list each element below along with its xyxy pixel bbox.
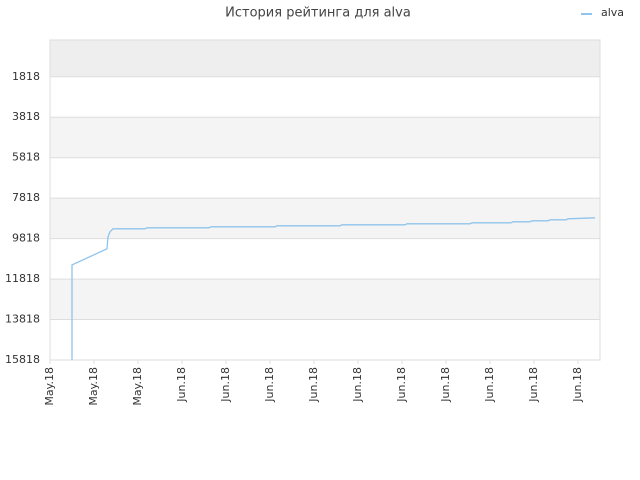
x-tick-label: Jun.18 [395,367,408,403]
y-tick-label: 1818 [12,70,40,83]
x-tick-label: Jun.18 [351,367,364,403]
x-tick-label: Jun.18 [571,367,584,403]
plot-band [50,198,600,239]
plot-band [50,319,600,360]
y-tick-label: 11818 [5,272,40,285]
y-tick-label: 13818 [5,313,40,326]
chart-title: История рейтинга для alva [225,6,411,21]
x-tick-label: Jun.18 [307,367,320,403]
x-tick-label: Jun.18 [527,367,540,403]
x-tick-label: Jun.18 [483,367,496,403]
x-tick-label: May.18 [131,367,144,406]
plot-background [50,40,600,77]
x-tick-label: Jun.18 [219,367,232,403]
plot-band [50,76,600,118]
legend-label: alva [601,6,624,19]
x-tick-label: May.18 [87,367,100,406]
plot-band [50,117,600,158]
x-tick-label: Jun.18 [175,367,188,403]
plot-band [50,157,600,199]
x-tick-label: May.18 [43,367,56,406]
x-tick-label: Jun.18 [439,367,452,403]
y-tick-label: 5818 [12,151,40,164]
y-tick-label: 9818 [12,232,40,245]
plot-band [50,238,600,280]
y-tick-label: 15818 [5,353,40,366]
x-tick-label: Jun.18 [263,367,276,403]
plot-band [50,279,600,320]
y-tick-label: 3818 [12,110,40,123]
series-line [71,217,596,360]
y-tick-label: 7818 [12,191,40,204]
